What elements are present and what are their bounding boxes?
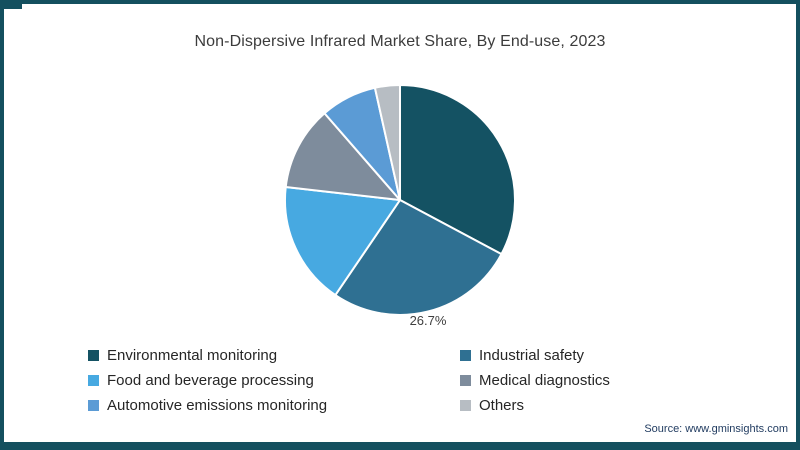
legend-item-medical-diagnostics: Medical diagnostics [460, 368, 610, 393]
legend-label: Food and beverage processing [107, 372, 314, 389]
legend-swatch [460, 400, 471, 411]
pie-slice-others [373, 84, 401, 201]
pie-data-label: 26.7% [409, 313, 447, 328]
legend-item-automotive-emissions-monitoring: Automotive emissions monitoring [88, 393, 327, 418]
legend-column-1: Environmental monitoring Food and beverag… [88, 343, 327, 418]
legend-item-food-and-beverage-processing: Food and beverage processing [88, 368, 327, 393]
pie-slice-environmental-monitoring [399, 84, 516, 256]
legend-item-others: Others [460, 393, 610, 418]
legend-label: Medical diagnostics [479, 372, 610, 389]
legend-label: Others [479, 397, 525, 414]
legend-item-environmental-monitoring: Environmental monitoring [88, 343, 327, 368]
legend-column-2: Industrial safety Medical diagnostics Othe… [460, 343, 610, 418]
legend-swatch [88, 350, 99, 361]
legend-swatch [88, 400, 99, 411]
chart-title: Non-Dispersive Infrared Market Share, By… [194, 33, 606, 50]
legend-label: Environmental monitoring [107, 347, 278, 364]
pie-slice-food-and-beverage-processing [284, 186, 401, 297]
frame-corner-accent [0, 0, 22, 9]
pie-slice-medical-diagnostics [284, 112, 401, 201]
legend-label: Industrial safety [479, 347, 585, 364]
pie-slice-industrial-safety [334, 199, 503, 316]
legend-item-industrial-safety: Industrial safety [460, 343, 610, 368]
legend-swatch [460, 350, 471, 361]
legend-swatch [460, 375, 471, 386]
source-note: Source: www.gminsights.com [644, 423, 788, 435]
pie-chart [284, 84, 516, 316]
legend-label: Automotive emissions monitoring [107, 397, 328, 414]
legend-swatch [88, 375, 99, 386]
